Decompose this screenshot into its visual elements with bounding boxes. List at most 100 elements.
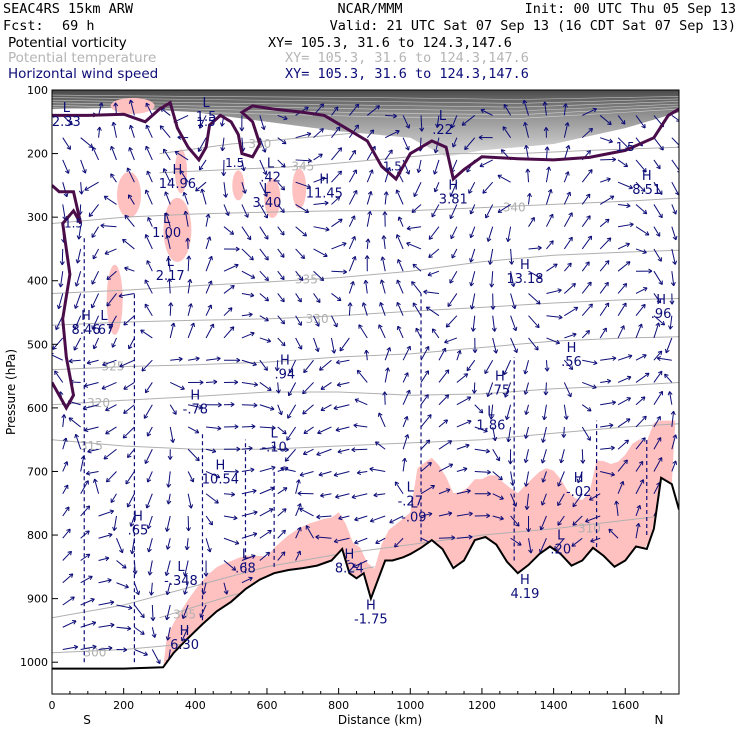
wind-vector [545, 189, 552, 205]
wind-vector [617, 481, 624, 494]
wind-vector [295, 527, 302, 539]
legend-pv-label: Potential vorticity [8, 35, 127, 51]
x-tick-label-1400: 1400 [540, 699, 568, 712]
wind-vector-head [113, 102, 119, 107]
wind-vector-head [55, 325, 60, 331]
wind-vector [582, 108, 597, 116]
wind-vector-head [536, 300, 541, 305]
wind-vector [438, 512, 453, 517]
wind-vector [80, 182, 83, 195]
wind-vector-head [629, 222, 634, 228]
wind-vector-head [126, 503, 132, 508]
wind-vector [423, 291, 440, 294]
theta-label-330: 330 [306, 312, 329, 326]
wind-vector [295, 159, 312, 162]
wind-vector-head [295, 479, 301, 484]
wind-vector-head [586, 436, 591, 441]
wind-vector [653, 322, 660, 339]
wind-vector [527, 168, 530, 183]
wind-vector [169, 404, 177, 415]
wind-vector-head [430, 484, 436, 490]
wind-vector-head [480, 108, 486, 114]
wind-vector [303, 426, 314, 434]
wind-vector-head [568, 236, 573, 242]
wind-vector-head [320, 492, 325, 498]
wind-vector [510, 293, 516, 309]
wind-vector-head [126, 453, 132, 459]
wind-vector-head [588, 127, 594, 133]
wind-vector-head [109, 600, 115, 606]
wind-vector [427, 270, 440, 276]
wind-vector [98, 557, 110, 561]
wind-vector [564, 306, 579, 317]
wind-vector [671, 434, 677, 450]
legend-pv-xy: XY= 105.3, 31.6 to 124.3,147.6 [268, 35, 512, 51]
marker-L-22: L [407, 481, 415, 496]
wind-vector [98, 127, 101, 138]
wind-vector-head [162, 168, 168, 173]
legend-theta-label: Potential temperature [8, 50, 157, 66]
wind-vector [166, 234, 171, 250]
wind-vector-head [643, 287, 648, 292]
wind-vector [111, 337, 117, 348]
wind-vector [557, 515, 565, 526]
wind-vector-head [207, 280, 213, 285]
wind-vector-head [484, 213, 490, 219]
wind-vector-head [234, 379, 239, 385]
pv-blob-8 [264, 178, 281, 219]
wind-vector-head [669, 300, 675, 305]
wind-vector [528, 217, 535, 227]
wind-vector [599, 237, 612, 250]
wind-vector-head [206, 547, 212, 553]
wind-vector-head [109, 509, 115, 515]
pv-contour-label: 1.5 [383, 159, 402, 173]
wind-vector [618, 223, 634, 228]
wind-vector [118, 292, 135, 297]
wind-vector [167, 471, 171, 488]
wind-vector-head [316, 451, 321, 456]
wind-vector [144, 279, 153, 294]
wind-vector-head [87, 448, 92, 454]
wind-vector-head [549, 240, 554, 245]
wind-vector [438, 419, 448, 428]
wind-vector-head [200, 188, 206, 194]
wind-vector-head [335, 196, 341, 201]
wind-vector-head [135, 590, 141, 596]
wind-vector [259, 382, 272, 391]
wind-vector [354, 515, 368, 521]
marker-H-26: H [344, 547, 354, 562]
wind-vector [470, 226, 476, 238]
wind-vector-head [63, 192, 69, 198]
wind-vector [402, 137, 410, 151]
wind-vector [145, 124, 153, 138]
wind-vector [402, 416, 408, 428]
wind-vector [110, 493, 117, 503]
wind-vector-head [314, 347, 320, 352]
marker-H-15: H [280, 354, 290, 369]
wind-vector-head [658, 390, 664, 396]
wind-vector-head [580, 459, 586, 464]
wind-vector-head [190, 322, 196, 328]
wind-vector [147, 515, 153, 529]
wind-vector-head [487, 260, 493, 265]
wind-vector [581, 404, 592, 412]
theta-label-335: 335 [295, 272, 318, 286]
wind-vector [205, 493, 219, 504]
wind-vector-head [267, 529, 272, 535]
wind-vector [348, 281, 354, 294]
marker-value-32: -1.75 [354, 612, 388, 627]
wind-vector-head [280, 319, 286, 325]
wind-vector-head [84, 427, 89, 433]
wind-vector-head [402, 457, 407, 463]
wind-vector-head [194, 429, 200, 434]
wind-vector-head [640, 396, 646, 401]
wind-vector-head [522, 99, 528, 105]
wind-vector-head [264, 296, 270, 302]
wind-vector [295, 337, 303, 350]
wind-vector [491, 271, 494, 288]
wind-vector-head [447, 440, 453, 445]
wind-vector-head [306, 184, 311, 189]
wind-vector-head [486, 513, 491, 519]
wind-vector [544, 101, 547, 116]
wind-vector-head [485, 448, 490, 454]
